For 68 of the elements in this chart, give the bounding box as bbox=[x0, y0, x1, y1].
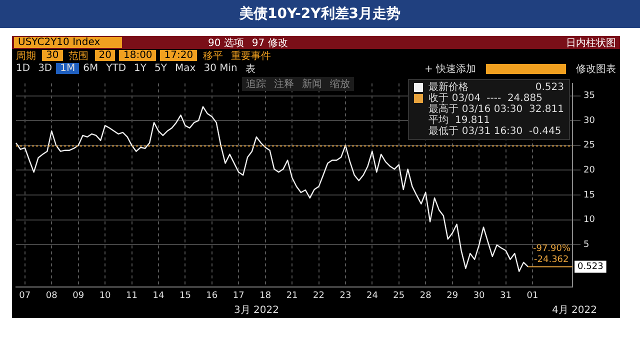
text: 18:00 bbox=[119, 50, 156, 61]
text: 97 修改 bbox=[250, 36, 289, 50]
x-tick-label: 21 bbox=[286, 290, 298, 301]
text: 1M bbox=[56, 63, 80, 74]
text: 30 bbox=[42, 50, 63, 61]
text: 3月 2022 bbox=[234, 304, 279, 317]
x-tick-label: 01 bbox=[526, 290, 538, 301]
x-tick-label: 25 bbox=[393, 290, 405, 301]
text: 4月 2022 bbox=[552, 304, 597, 317]
text: 17:20 bbox=[160, 50, 198, 61]
x-tick-label: 15 bbox=[179, 290, 191, 301]
text: 范围 bbox=[68, 50, 90, 62]
x-tick-label: 22 bbox=[313, 290, 324, 301]
y-tick-label: 10 bbox=[584, 215, 596, 226]
text: 3D bbox=[37, 63, 54, 74]
annotation: 最高于 03/16 03:30 32.811 bbox=[428, 104, 564, 115]
text: Max bbox=[174, 63, 197, 74]
x-tick-label: 18 bbox=[260, 290, 272, 301]
legend-label: 最新价格 bbox=[428, 82, 470, 93]
text: 1Y bbox=[133, 63, 148, 74]
annotation: 最低于 03/31 16:30 -0.445 bbox=[428, 126, 562, 137]
y-tick-label: 30 bbox=[584, 116, 596, 126]
x-tick-label: 10 bbox=[99, 290, 112, 301]
annotation: -24.362 bbox=[534, 254, 569, 265]
text: 修改图表 bbox=[575, 62, 617, 76]
text: 周期 bbox=[15, 50, 37, 62]
text: USYC2Y10 Index bbox=[14, 37, 122, 48]
y-tick-label: 35 bbox=[584, 91, 595, 102]
text: 6M bbox=[82, 63, 100, 74]
annotation: 注释 bbox=[274, 78, 294, 91]
x-tick-label: 23 bbox=[340, 290, 352, 301]
text: + 快速添加 bbox=[423, 62, 477, 76]
text: 重要事件 bbox=[230, 50, 272, 62]
text: 5Y bbox=[154, 63, 168, 74]
x-tick-label: 29 bbox=[446, 290, 458, 301]
text: 1D bbox=[15, 63, 32, 74]
text: 30 Min bbox=[202, 63, 238, 74]
x-tick-label: 11 bbox=[126, 290, 138, 301]
text: 0.523 bbox=[535, 82, 564, 93]
x-tick-label: 17 bbox=[232, 290, 244, 301]
annotation: 0.523 bbox=[578, 262, 604, 272]
x-tick-label: 24 bbox=[366, 290, 378, 301]
text: YTD bbox=[105, 63, 128, 74]
text: 移平 bbox=[202, 50, 224, 62]
annotation: ---- 24.885 bbox=[486, 93, 542, 104]
annotation: 平均 19.811 bbox=[428, 115, 492, 126]
legend-label: 收于 03/04 bbox=[428, 93, 481, 104]
x-tick-label: 07 bbox=[19, 290, 31, 301]
x-tick-label: 30 bbox=[473, 290, 486, 301]
x-tick-label: 31 bbox=[500, 290, 512, 301]
chart-title: 美债10Y-2Y利差3月走势 bbox=[0, 0, 640, 28]
x-tick-label: 09 bbox=[72, 290, 84, 301]
x-tick-label: 14 bbox=[152, 290, 164, 301]
text: 表 bbox=[244, 62, 256, 76]
y-tick-label: 20 bbox=[584, 166, 596, 176]
text: 日内柱状图 bbox=[565, 36, 617, 50]
annotation: -97.90% bbox=[532, 244, 571, 254]
x-tick-label: 16 bbox=[206, 290, 218, 301]
annotation: 缩放 bbox=[330, 78, 350, 91]
text: 20 bbox=[94, 50, 116, 61]
y-tick-label: 25 bbox=[584, 140, 595, 151]
x-tick-label: 28 bbox=[420, 290, 432, 301]
y-tick-label: 15 bbox=[584, 190, 595, 200]
annotation: 新闻 bbox=[302, 78, 322, 91]
y-tick-label: 5 bbox=[584, 240, 590, 250]
x-tick-label: 08 bbox=[46, 290, 58, 301]
text: 90 选项 bbox=[207, 36, 245, 50]
annotation: 追踪 bbox=[246, 78, 266, 91]
